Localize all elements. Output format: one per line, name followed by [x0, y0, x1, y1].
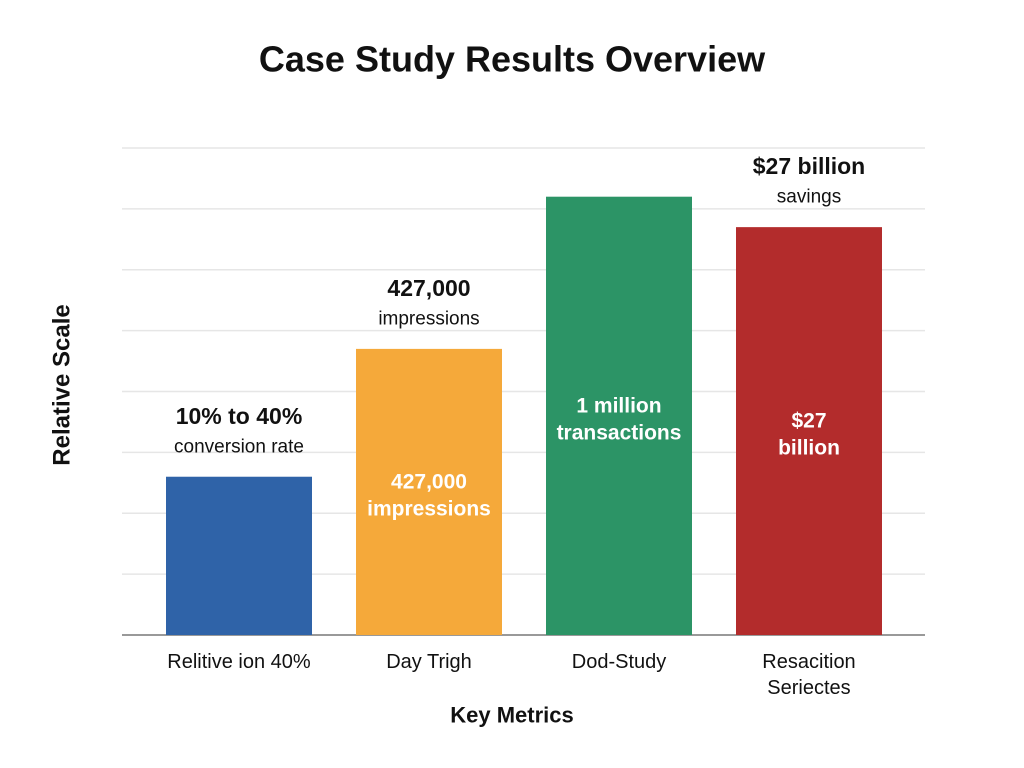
bar [356, 348, 502, 635]
bar [736, 227, 882, 635]
annotation-caption: savings [776, 186, 842, 208]
y-axis-label: Relative Scale [48, 304, 76, 466]
annotation-headline: 10% to 40% [175, 402, 303, 429]
bar [546, 196, 692, 635]
x-tick-label: Resacition Seriectes [762, 651, 856, 699]
annotation-headline: $27 billion [752, 153, 866, 180]
x-axis-label: Key Metrics [450, 702, 574, 728]
chart-title: Case Study Results Overview [258, 38, 766, 80]
bar-inner-label: 427,000 impressions [367, 470, 491, 521]
x-tick-label: Dod-Study [571, 651, 667, 673]
bar-inner-label: $27 billion [778, 409, 840, 461]
bar [166, 476, 312, 635]
x-tick-label: Relitive ion 40% [167, 651, 311, 673]
bar-inner-label: 1 million transactions [556, 394, 682, 445]
x-tick-label: Day Trigh [386, 651, 472, 673]
annotation-headline: 427,000 [387, 274, 471, 301]
annotation-caption: conversion rate [174, 436, 304, 458]
annotation-caption: impressions [378, 308, 480, 330]
